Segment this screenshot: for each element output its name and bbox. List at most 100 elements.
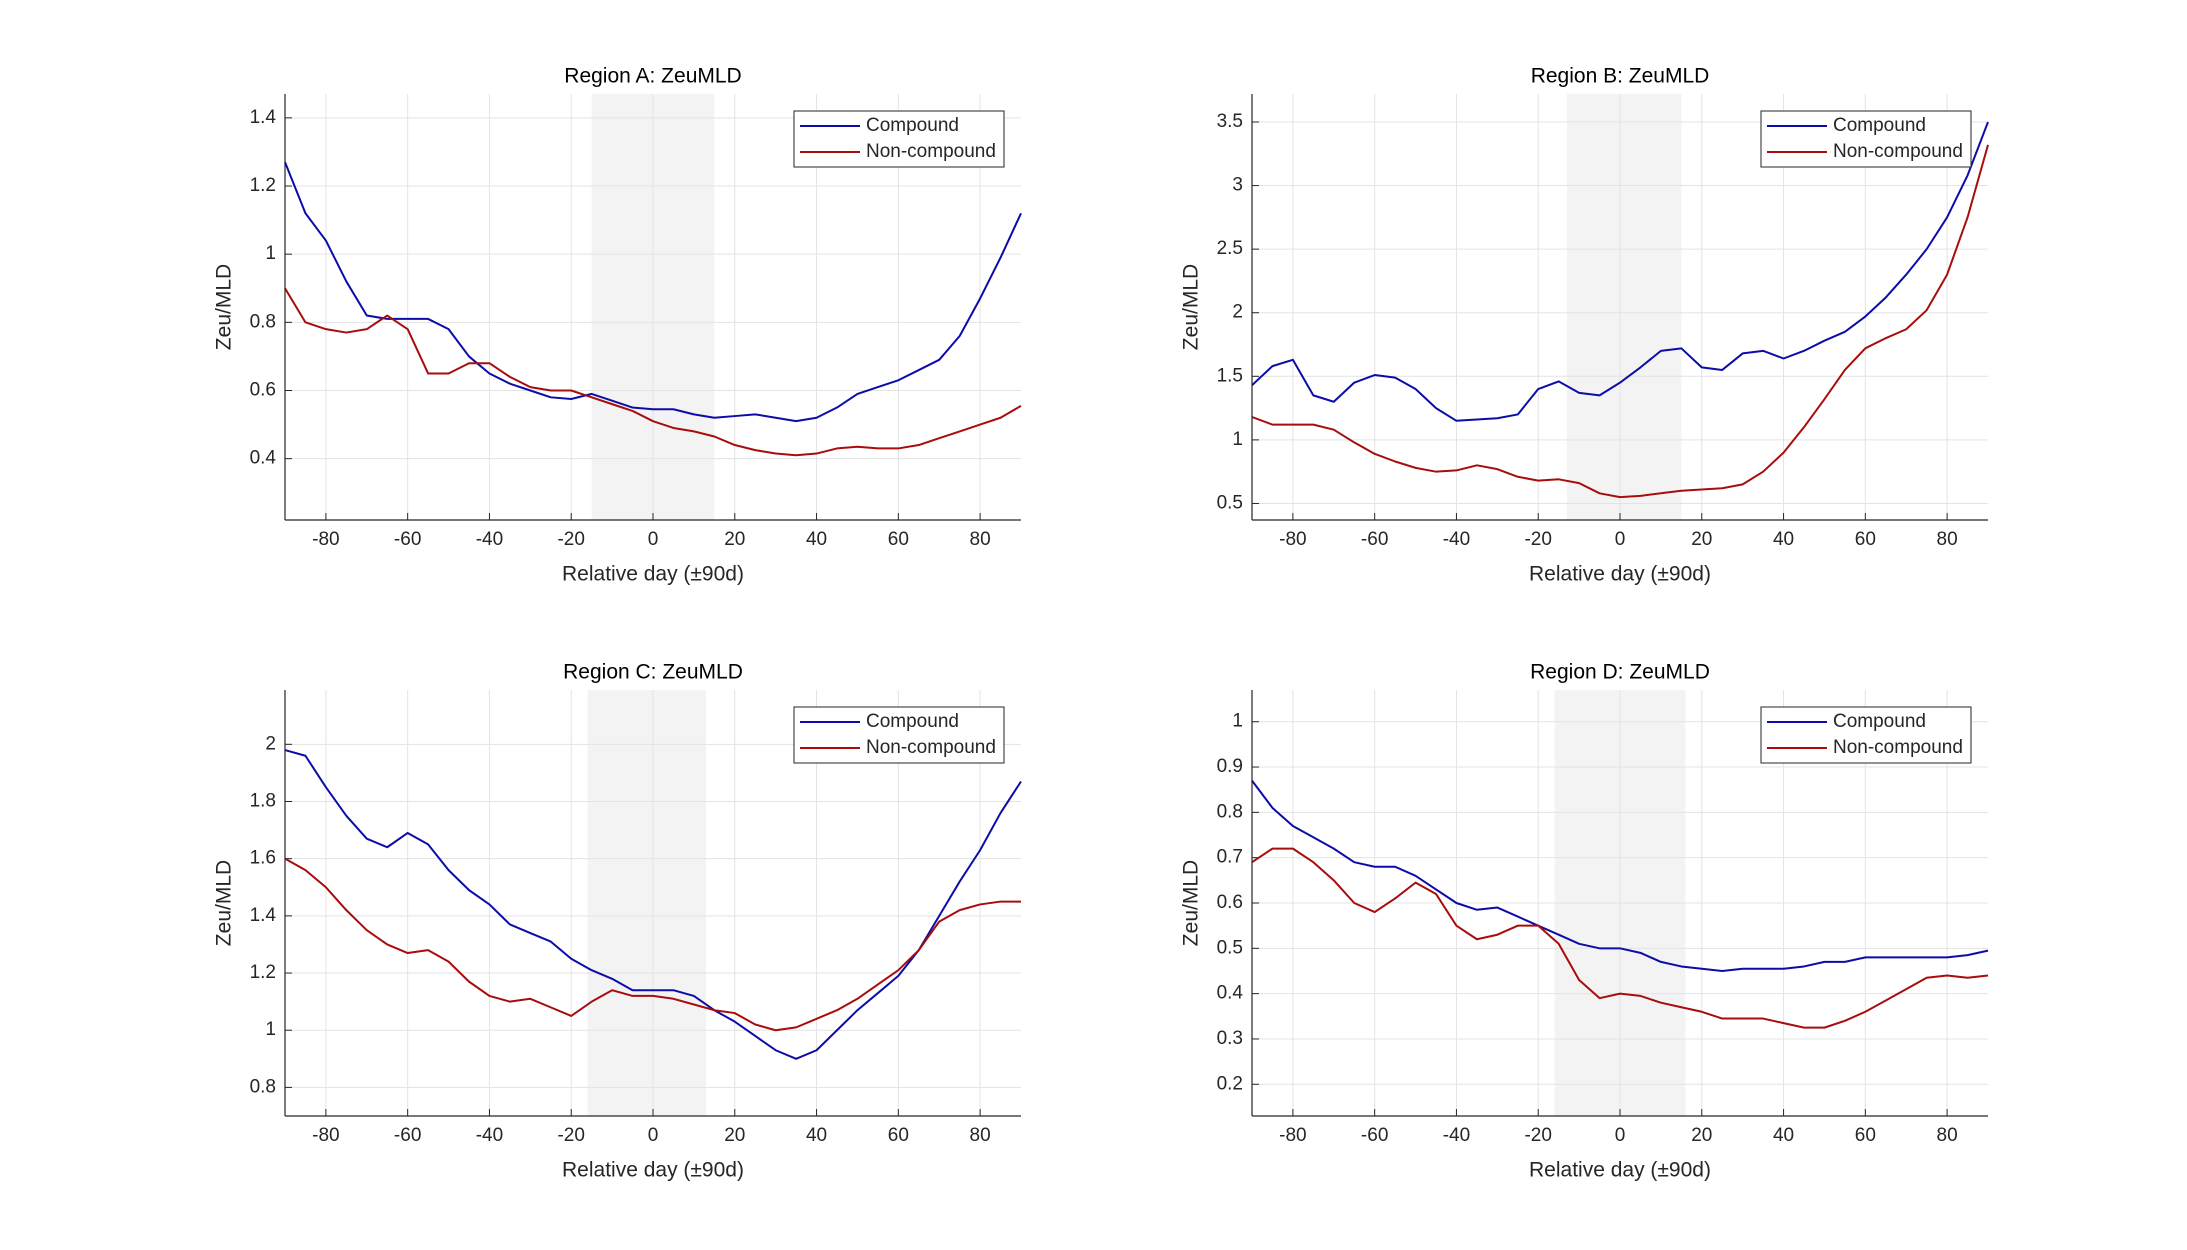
legend-label: Non-compound [866, 737, 996, 758]
chart-panel: -80 -60 -40 -20 0 20 40 60 80 0.2 0.3 0.4 0.5 0.6 0.7 0… [1180, 661, 1989, 1182]
x-tick-label: -80 [1279, 529, 1306, 550]
x-tick-label: -60 [394, 529, 421, 550]
x-tick-label: 80 [1937, 1125, 1958, 1146]
chart-panel: -80 -60 -40 -20 0 20 40 60 80 0.4 0.6 0.8 1 1.2 1.4 Com… [213, 65, 1022, 586]
chart-title: Region B: ZeuMLD [1531, 65, 1710, 88]
y-tick-label: 0.4 [250, 448, 277, 469]
x-tick-label: -20 [1524, 529, 1551, 550]
x-tick-label: -20 [557, 529, 584, 550]
x-tick-label: 80 [970, 1125, 991, 1146]
x-tick-label: 80 [970, 529, 991, 550]
legend-box [1760, 110, 1972, 168]
x-axis-label: Relative day (±90d) [562, 1159, 744, 1182]
x-tick-label: 60 [1855, 529, 1876, 550]
x-axis-label: Relative day (±90d) [1529, 563, 1711, 586]
y-tick-label: 0.9 [1217, 756, 1243, 777]
y-tick-label: 2 [265, 733, 276, 754]
y-tick-label: 2.5 [1217, 238, 1243, 259]
x-tick-label: 40 [1773, 529, 1794, 550]
y-tick-label: 0.6 [250, 380, 276, 401]
y-tick-label: 3 [1232, 175, 1243, 196]
x-tick-label: -60 [1361, 1125, 1388, 1146]
x-tick-label: 40 [1773, 1125, 1794, 1146]
y-axis-label: Zeu/MLD [1180, 860, 1203, 946]
x-tick-label: 40 [806, 529, 827, 550]
y-tick-label: 0.8 [250, 1076, 276, 1097]
x-axis-label: Relative day (±90d) [562, 563, 744, 586]
series-line [1251, 847, 1989, 1029]
x-tick-label: -20 [557, 1125, 584, 1146]
legend-label: Compound [866, 711, 959, 732]
y-axis-label: Zeu/MLD [213, 860, 236, 946]
y-tick-label: 2 [1232, 302, 1243, 323]
x-tick-label: -80 [312, 529, 339, 550]
y-tick-label: 0.7 [1217, 847, 1243, 868]
y-tick-label: 1.4 [250, 107, 277, 128]
y-tick-label: 0.5 [1217, 937, 1243, 958]
x-tick-label: 20 [724, 1125, 745, 1146]
x-tick-label: -60 [1361, 529, 1388, 550]
chart-panel: -80 -60 -40 -20 0 20 40 60 80 0.8 1 1.2 1.4 1.6 1.8 2 Co… [213, 661, 1022, 1182]
x-tick-label: 20 [1691, 529, 1712, 550]
x-tick-label: 60 [888, 1125, 909, 1146]
legend-label: Non-compound [1833, 737, 1963, 758]
x-tick-label: 20 [1691, 1125, 1712, 1146]
x-tick-label: 60 [1855, 1125, 1876, 1146]
y-tick-label: 1 [1232, 711, 1243, 732]
y-tick-label: 0.8 [1217, 801, 1243, 822]
legend-label: Non-compound [1833, 141, 1963, 162]
y-axis-label: Zeu/MLD [1180, 264, 1203, 350]
y-tick-label: 0.6 [1217, 892, 1243, 913]
legend-label: Compound [1833, 115, 1926, 136]
x-tick-label: -60 [394, 1125, 421, 1146]
y-tick-label: 1.4 [250, 905, 277, 926]
y-axis-label: Zeu/MLD [213, 264, 236, 350]
chart-title: Region A: ZeuMLD [564, 65, 741, 88]
x-tick-label: 0 [1615, 529, 1626, 550]
x-tick-label: -80 [312, 1125, 339, 1146]
series-line [1251, 144, 1989, 499]
x-tick-label: 0 [1615, 1125, 1626, 1146]
y-tick-label: 1.8 [250, 791, 276, 812]
series-line [284, 857, 1021, 1032]
x-tick-label: 80 [1937, 529, 1958, 550]
series-line [284, 287, 1022, 457]
y-tick-label: 1.2 [250, 175, 276, 196]
x-tick-label: 60 [888, 529, 909, 550]
x-tick-label: 0 [648, 529, 659, 550]
series-line [284, 749, 1022, 1060]
series-line [1251, 780, 1989, 972]
y-tick-label: 1.6 [250, 848, 276, 869]
y-tick-label: 1.2 [250, 962, 276, 983]
x-tick-label: -40 [1443, 1125, 1470, 1146]
x-tick-label: -80 [1279, 1125, 1306, 1146]
x-tick-label: -20 [1524, 1125, 1551, 1146]
y-tick-label: 1 [1232, 429, 1243, 450]
legend-label: Non-compound [866, 141, 996, 162]
legend-box [1760, 706, 1972, 764]
legend-box [793, 110, 1005, 168]
x-tick-label: 0 [648, 1125, 659, 1146]
highlight-band [587, 690, 707, 1116]
y-tick-label: 1 [265, 1019, 276, 1040]
x-tick-label: 20 [724, 529, 745, 550]
series-line [1251, 121, 1989, 422]
y-tick-label: 0.2 [1217, 1073, 1243, 1094]
highlight-band [1566, 94, 1682, 520]
legend-label: Compound [1833, 711, 1926, 732]
y-tick-label: 1 [265, 243, 276, 264]
legend-label: Compound [866, 115, 959, 136]
x-tick-label: -40 [476, 1125, 503, 1146]
x-tick-label: 40 [806, 1125, 827, 1146]
x-axis-label: Relative day (±90d) [1529, 1159, 1711, 1182]
y-tick-label: 0.4 [1217, 983, 1244, 1004]
x-tick-label: -40 [476, 529, 503, 550]
x-tick-label: -40 [1443, 529, 1470, 550]
y-tick-label: 1.5 [1217, 365, 1243, 386]
chart-title: Region C: ZeuMLD [563, 661, 743, 684]
y-tick-label: 0.8 [250, 311, 276, 332]
y-tick-label: 3.5 [1217, 111, 1243, 132]
chart-panel: -80 -60 -40 -20 0 20 40 60 80 0.5 1 1.5 2 2.5 3 3.5 Comp… [1180, 65, 1989, 586]
y-tick-label: 0.3 [1217, 1028, 1243, 1049]
